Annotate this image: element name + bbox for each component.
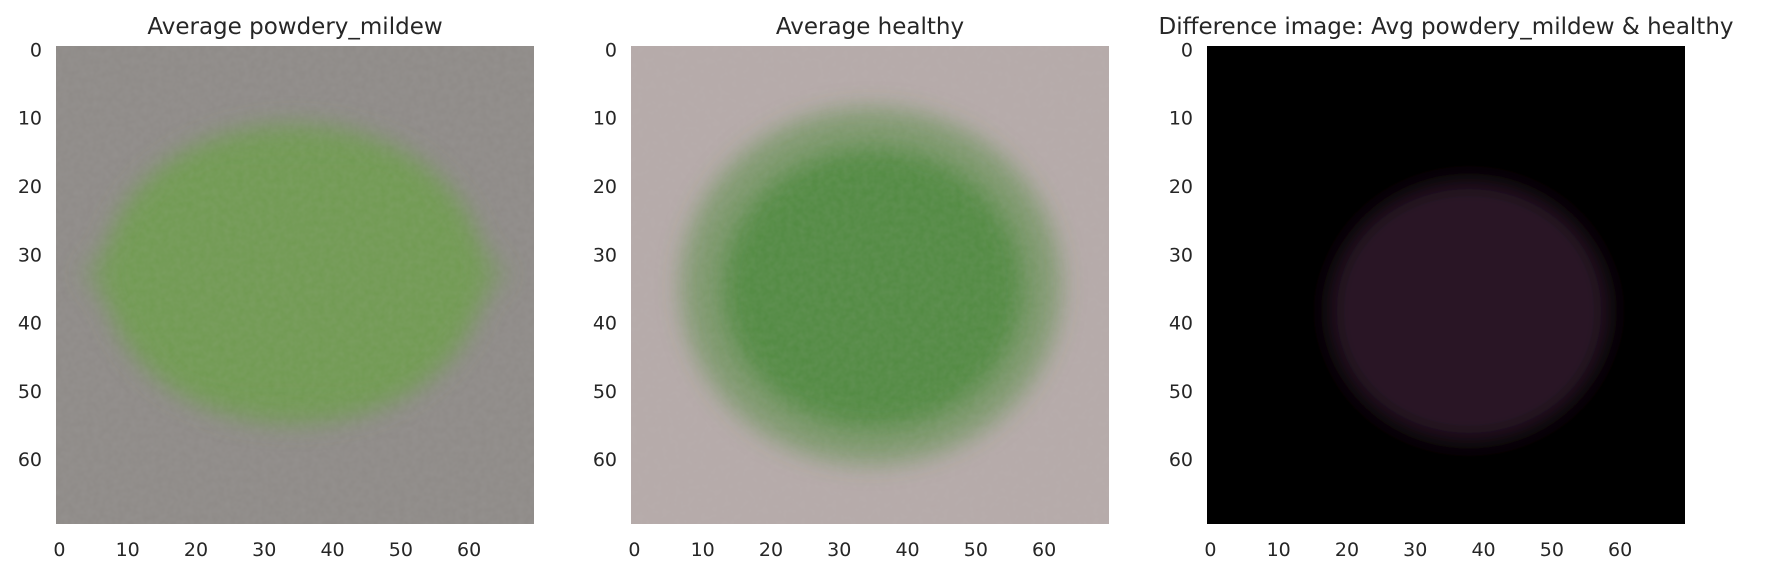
- y-ticks: 0 10 20 30 40 50 60: [18, 39, 42, 471]
- x-tick-label: 20: [759, 539, 783, 561]
- y-tick-label: 10: [18, 108, 42, 130]
- y-tick-label: 30: [18, 244, 42, 266]
- x-tick-label: 50: [389, 539, 413, 561]
- y-ticks: 0 10 20 30 40 50 60: [593, 39, 617, 471]
- y-tick-label: 20: [18, 176, 42, 198]
- x-tick-label: 30: [1403, 539, 1427, 561]
- y-tick-label: 40: [1169, 313, 1193, 335]
- y-tick-label: 0: [1181, 39, 1193, 61]
- x-tick-label: 50: [964, 539, 988, 561]
- x-tick-label: 30: [827, 539, 851, 561]
- x-tick-label: 10: [1267, 539, 1291, 561]
- y-tick-label: 50: [1169, 381, 1193, 403]
- x-tick-label: 50: [1540, 539, 1564, 561]
- x-tick-label: 30: [252, 539, 276, 561]
- panel-title: Average powdery_mildew: [147, 14, 442, 40]
- y-tick-label: 30: [593, 244, 617, 266]
- difference-blob: [1329, 181, 1609, 441]
- panel-title: Average healthy: [776, 14, 964, 40]
- panel-title: Difference image: Avg powdery_mildew & h…: [1158, 14, 1733, 40]
- y-tick-label: 30: [1169, 244, 1193, 266]
- image-grain: [631, 46, 1109, 524]
- x-tick-label: 0: [53, 539, 65, 561]
- y-tick-label: 20: [1169, 176, 1193, 198]
- x-ticks: 0 10 20 30 40 50 60: [53, 539, 481, 561]
- x-tick-label: 60: [457, 539, 481, 561]
- image-grain: [56, 46, 534, 524]
- x-tick-label: 40: [895, 539, 919, 561]
- y-tick-label: 40: [18, 313, 42, 335]
- x-tick-label: 10: [691, 539, 715, 561]
- y-tick-label: 60: [18, 449, 42, 471]
- y-ticks: 0 10 20 30 40 50 60: [1169, 39, 1193, 471]
- y-tick-label: 10: [593, 108, 617, 130]
- y-tick-label: 0: [605, 39, 617, 61]
- y-tick-label: 40: [593, 313, 617, 335]
- y-tick-label: 20: [593, 176, 617, 198]
- image-area: [1207, 46, 1685, 524]
- x-tick-label: 20: [1335, 539, 1359, 561]
- x-ticks: 0 10 20 30 40 50 60: [628, 539, 1056, 561]
- x-tick-label: 60: [1032, 539, 1056, 561]
- x-tick-label: 0: [1204, 539, 1216, 561]
- x-tick-label: 40: [1471, 539, 1495, 561]
- y-tick-label: 0: [30, 39, 42, 61]
- y-tick-label: 10: [1169, 108, 1193, 130]
- y-tick-label: 60: [593, 449, 617, 471]
- x-tick-label: 40: [320, 539, 344, 561]
- panel-difference: Difference image: Avg powdery_mildew & h…: [1158, 14, 1733, 561]
- x-tick-label: 20: [184, 539, 208, 561]
- x-tick-label: 0: [628, 539, 640, 561]
- y-tick-label: 50: [18, 381, 42, 403]
- y-tick-label: 50: [593, 381, 617, 403]
- image-area: [56, 46, 534, 524]
- y-tick-label: 60: [1169, 449, 1193, 471]
- x-tick-label: 10: [116, 539, 140, 561]
- x-ticks: 0 10 20 30 40 50 60: [1204, 539, 1632, 561]
- panel-powdery-mildew: Average powdery_mildew 0 10 20 30 40 50 60 0 10…: [18, 14, 534, 561]
- panel-healthy: Average healthy 0 10 20 30 40 50 60 0 10 20 30 40 5…: [593, 14, 1109, 561]
- image-area: [631, 46, 1109, 524]
- x-tick-label: 60: [1608, 539, 1632, 561]
